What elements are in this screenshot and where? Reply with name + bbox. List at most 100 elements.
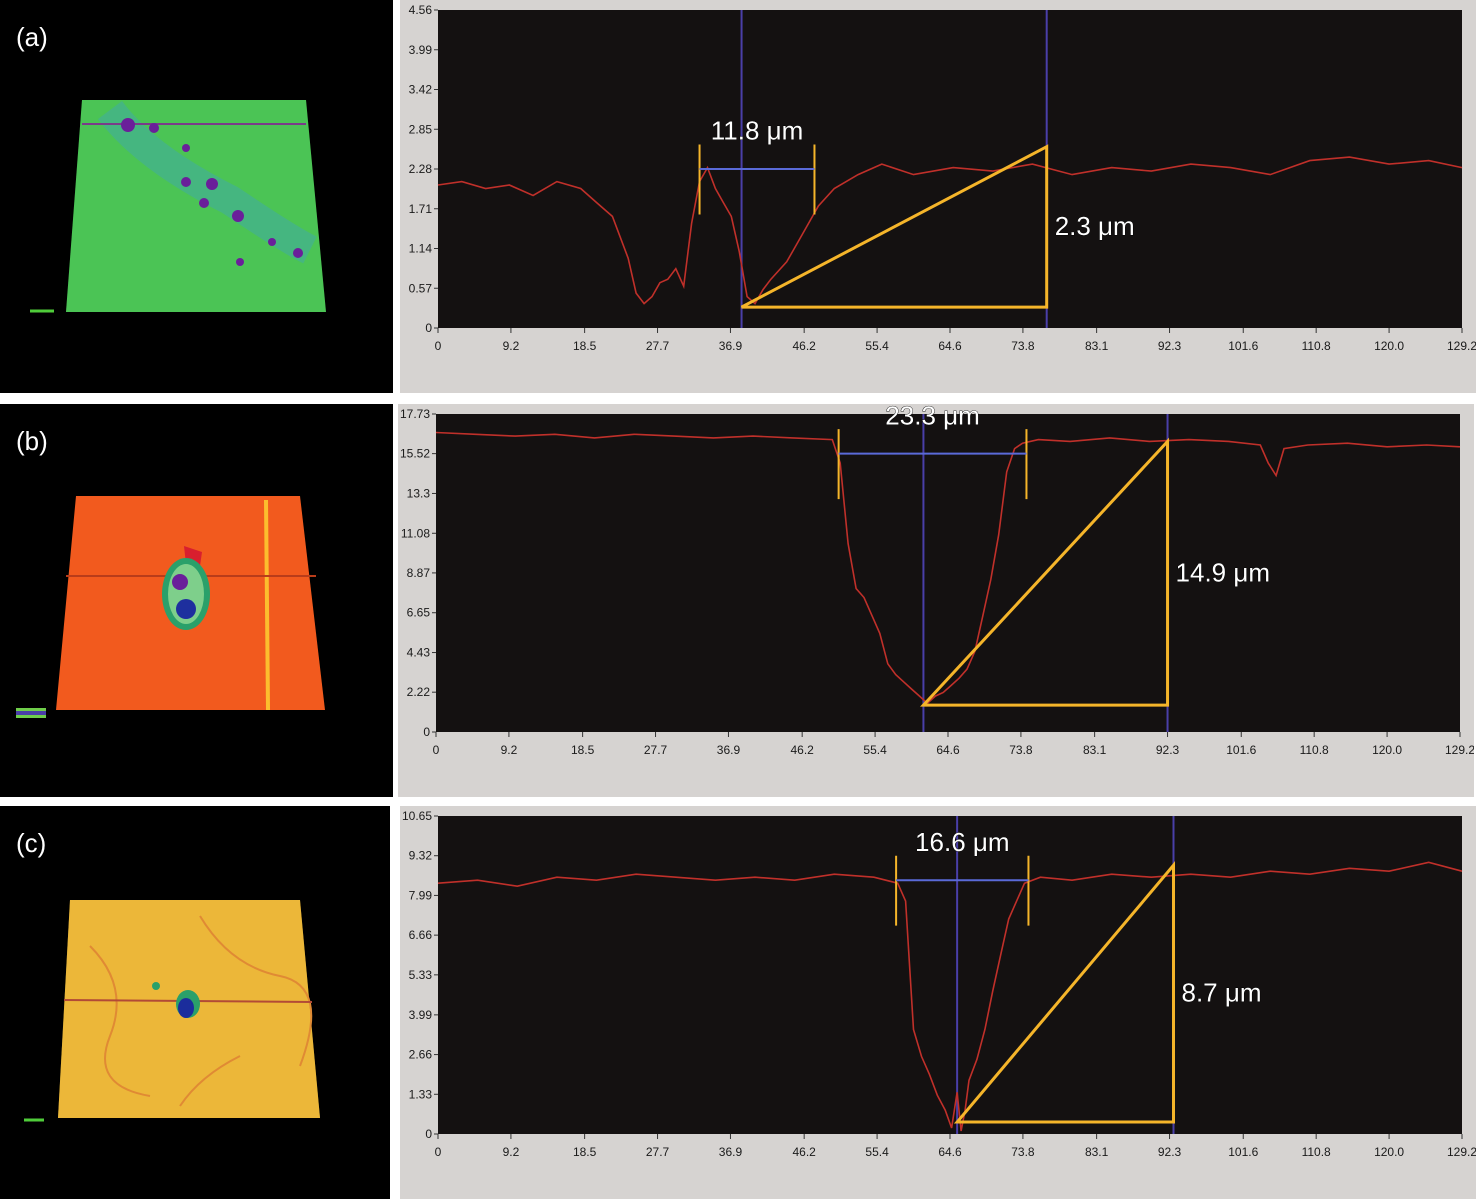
x-tick-label: 73.8 xyxy=(1011,1145,1035,1159)
panel-c: (c) 0 1.33 2.66 3.99 5.33 6.66 7.99 9.32 10.65 0 9… xyxy=(0,806,1476,1199)
x-tick-label: 92.3 xyxy=(1158,339,1182,353)
x-tick-label: 0 xyxy=(433,743,440,757)
x-tick-label: 0 xyxy=(435,1145,442,1159)
depth-triangle xyxy=(919,437,1170,707)
y-tick-label: 2.22 xyxy=(407,685,431,699)
depth-label: 14.9 μm xyxy=(1176,557,1270,587)
x-tick-label: 18.5 xyxy=(573,1145,597,1159)
y-tick-label: 7.99 xyxy=(409,888,433,902)
surface-thumbnail-a: (a) xyxy=(0,0,393,393)
x-tick-label: 46.2 xyxy=(792,339,816,353)
y-tick-label: 0.57 xyxy=(409,281,433,295)
x-tick-label: 83.1 xyxy=(1085,339,1109,353)
y-tick-label: 11.08 xyxy=(401,526,430,540)
y-tick-label: 1.71 xyxy=(409,202,433,216)
y-tick-label: 8.87 xyxy=(407,566,431,580)
y-tick-label: 0 xyxy=(425,1127,432,1141)
y-tick-label: 6.66 xyxy=(409,928,433,942)
x-tick-label: 92.3 xyxy=(1156,743,1180,757)
y-tick-label: 3.99 xyxy=(409,1008,433,1022)
y-tick-label: 13.3 xyxy=(407,486,431,500)
surface-image-c xyxy=(24,900,320,1122)
x-tick-label: 9.2 xyxy=(503,339,520,353)
x-tick-label: 120.0 xyxy=(1374,339,1404,353)
x-tick-label: 110.8 xyxy=(1300,743,1329,757)
x-tick-label: 55.4 xyxy=(865,339,889,353)
y-tick-label: 1.33 xyxy=(409,1087,433,1101)
x-tick-label: 129.2 xyxy=(1447,1145,1476,1159)
depth-triangle xyxy=(740,144,1049,309)
x-tick-label: 83.1 xyxy=(1085,1145,1109,1159)
panel-a: (a) 0 0.57 1.14 1.71 2.28 2.85 3.42 3.99 4.56 0 9.… xyxy=(0,0,1476,393)
x-tick-label: 36.9 xyxy=(717,743,741,757)
x-tick-label: 64.6 xyxy=(936,743,960,757)
x-tick-label: 73.8 xyxy=(1009,743,1033,757)
depth-label: 8.7 μm xyxy=(1182,978,1262,1008)
x-tick-label: 92.3 xyxy=(1158,1145,1182,1159)
x-tick-label: 27.7 xyxy=(646,339,670,353)
profile-chart-b: 0 2.22 4.43 6.65 8.87 11.08 13.3 15.52 17.73 0 9.2… xyxy=(400,404,1474,757)
x-tick-label: 18.5 xyxy=(571,743,595,757)
x-tick-label: 110.8 xyxy=(1302,1145,1331,1159)
y-tick-label: 9.32 xyxy=(409,849,433,863)
x-tick-label: 55.4 xyxy=(865,1145,889,1159)
profile-line xyxy=(437,156,1463,305)
y-tick-label: 2.66 xyxy=(409,1048,433,1062)
y-tick-label: 5.33 xyxy=(409,968,433,982)
x-tick-label: 36.9 xyxy=(719,1145,743,1159)
x-tick-label: 101.6 xyxy=(1228,339,1258,353)
width-label: 11.8 μm xyxy=(711,116,804,146)
profile-chart-frame-a: 0 0.57 1.14 1.71 2.28 2.85 3.42 3.99 4.56 0 9.2 18.… xyxy=(400,0,1476,393)
x-tick-label: 120.0 xyxy=(1372,743,1402,757)
x-tick-label: 129.2 xyxy=(1447,339,1476,353)
surface-image-a xyxy=(30,100,326,313)
profile-chart-frame-b: 0 2.22 4.43 6.65 8.87 11.08 13.3 15.52 17.73 0 9.2… xyxy=(398,404,1474,797)
y-tick-label: 0 xyxy=(423,725,430,739)
x-tick-label: 120.0 xyxy=(1374,1145,1404,1159)
profile-chart-c: 0 1.33 2.66 3.99 5.33 6.66 7.99 9.32 10.65 0 9.2 18… xyxy=(402,809,1476,1159)
y-tick-label: 15.52 xyxy=(400,447,430,461)
panel-label-a: (a) xyxy=(16,22,48,52)
panel-label-c: (c) xyxy=(16,828,47,858)
profile-line xyxy=(437,861,1463,1132)
panel-b: (b) 0 2.22 4.43 6.65 8.87 11.08 13.3 15.52 17.73… xyxy=(0,404,1476,797)
y-tick-label: 6.65 xyxy=(407,606,431,620)
plot-area xyxy=(436,414,1460,732)
x-tick-label: 27.7 xyxy=(644,743,668,757)
y-tick-label: 3.42 xyxy=(409,83,433,97)
x-tick-label: 64.6 xyxy=(938,1145,962,1159)
x-tick-label: 64.6 xyxy=(938,339,962,353)
x-tick-label: 83.1 xyxy=(1083,743,1107,757)
surface-thumbnail-b: (b) xyxy=(0,404,393,797)
y-tick-label: 0 xyxy=(425,321,432,335)
y-tick-label: 4.43 xyxy=(407,646,431,660)
profile-chart-frame-c: 0 1.33 2.66 3.99 5.33 6.66 7.99 9.32 10.65 0 9.2 18… xyxy=(400,806,1476,1199)
y-tick-label: 1.14 xyxy=(409,242,433,256)
x-tick-label: 101.6 xyxy=(1228,1145,1258,1159)
x-tick-label: 27.7 xyxy=(646,1145,670,1159)
x-tick-label: 0 xyxy=(435,339,442,353)
profile-line xyxy=(435,431,1461,705)
panel-label-b: (b) xyxy=(16,426,48,456)
x-tick-label: 73.8 xyxy=(1011,339,1035,353)
x-tick-label: 9.2 xyxy=(501,743,518,757)
x-tick-label: 36.9 xyxy=(719,339,743,353)
x-tick-label: 129.2 xyxy=(1445,743,1474,757)
width-label: 16.6 μm xyxy=(915,827,1009,857)
x-tick-label: 110.8 xyxy=(1302,339,1331,353)
plot-area xyxy=(438,10,1462,328)
y-tick-label: 3.99 xyxy=(409,43,433,57)
y-tick-label: 4.56 xyxy=(409,3,433,17)
surface-image-b xyxy=(16,496,325,718)
depth-label: 2.3 μm xyxy=(1055,211,1135,241)
x-tick-label: 46.2 xyxy=(790,743,814,757)
surface-thumbnail-c: (c) xyxy=(0,806,390,1199)
depth-triangle xyxy=(953,861,1176,1124)
y-tick-label: 17.73 xyxy=(400,407,430,421)
y-tick-label: 2.28 xyxy=(409,162,433,176)
x-tick-label: 9.2 xyxy=(503,1145,520,1159)
y-tick-label: 2.85 xyxy=(409,122,433,136)
plot-area xyxy=(438,816,1462,1134)
x-tick-label: 55.4 xyxy=(863,743,887,757)
width-label: 23.3 μm xyxy=(885,404,979,430)
